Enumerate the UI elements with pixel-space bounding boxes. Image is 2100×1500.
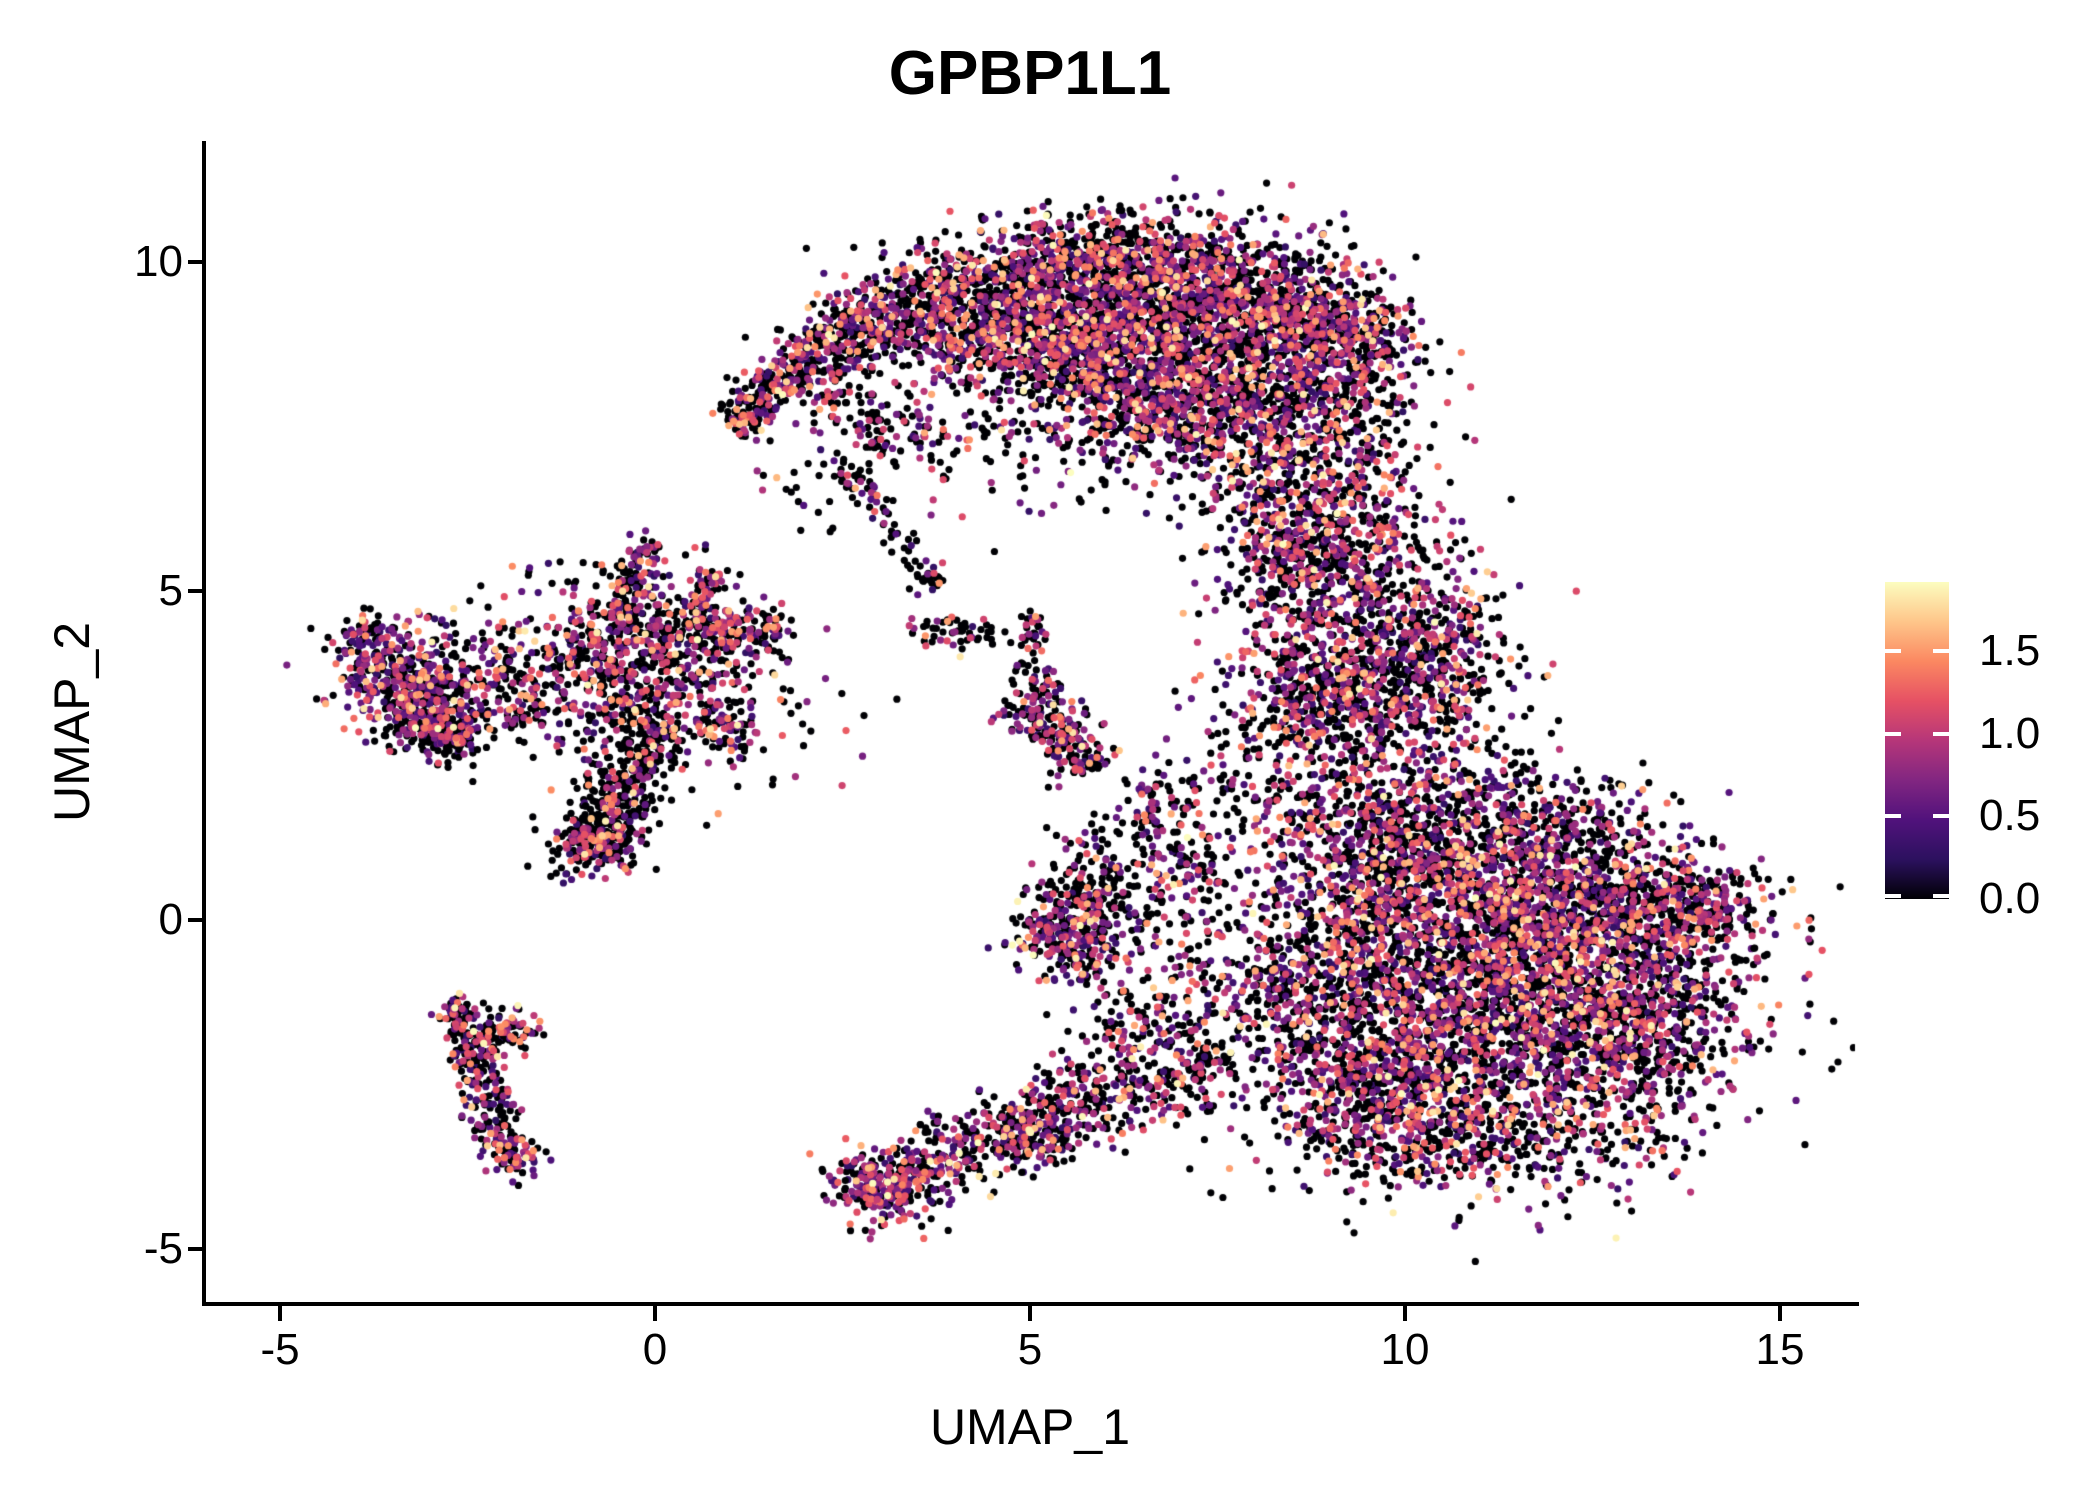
- y-tick-mark: [188, 918, 203, 923]
- y-tick-label: 5: [158, 565, 183, 615]
- colorbar-tick-mark: [1885, 814, 1901, 819]
- colorbar-tick-mark: [1933, 649, 1949, 654]
- y-tick-label: 0: [158, 895, 183, 945]
- x-tick-mark: [278, 1306, 282, 1321]
- y-tick-mark: [188, 259, 203, 264]
- x-tick-label: 5: [1017, 1325, 1043, 1374]
- x-tick-label: 10: [1380, 1325, 1430, 1374]
- x-tick-label: -5: [260, 1325, 300, 1374]
- x-tick-mark: [1778, 1306, 1782, 1321]
- colorbar-tick-label: 0.0: [1979, 874, 2041, 923]
- y-tick-mark: [188, 1247, 203, 1252]
- y-axis-line: [202, 141, 206, 1306]
- y-axis-label: UMAP_2: [44, 621, 100, 823]
- colorbar-tick-label: 0.5: [1979, 791, 2041, 841]
- x-axis-label: UMAP_1: [929, 1399, 1131, 1455]
- colorbar-tick-mark: [1933, 814, 1949, 819]
- x-tick-mark: [1403, 1306, 1407, 1321]
- colorbar-tick-mark: [1933, 894, 1949, 898]
- colorbar-tick-mark: [1885, 894, 1901, 898]
- x-tick-label: 0: [642, 1325, 668, 1374]
- colorbar-tick-label: 1.5: [1979, 626, 2041, 676]
- colorbar: [1885, 582, 1949, 899]
- y-tick-label: 10: [134, 236, 183, 286]
- y-tick-mark: [188, 588, 203, 593]
- plot-title: GPBP1L1: [888, 39, 1172, 108]
- colorbar-tick-mark: [1885, 649, 1901, 654]
- colorbar-tick-mark: [1885, 731, 1901, 736]
- x-tick-mark: [1028, 1306, 1032, 1321]
- x-tick-mark: [653, 1306, 657, 1321]
- colorbar-tick-label: 1.0: [1979, 708, 2041, 758]
- x-axis-line: [202, 1302, 1859, 1306]
- y-tick-label: -5: [143, 1224, 183, 1274]
- colorbar-gradient: [1885, 582, 1949, 899]
- colorbar-tick-mark: [1933, 731, 1949, 736]
- x-tick-label: 15: [1755, 1325, 1805, 1374]
